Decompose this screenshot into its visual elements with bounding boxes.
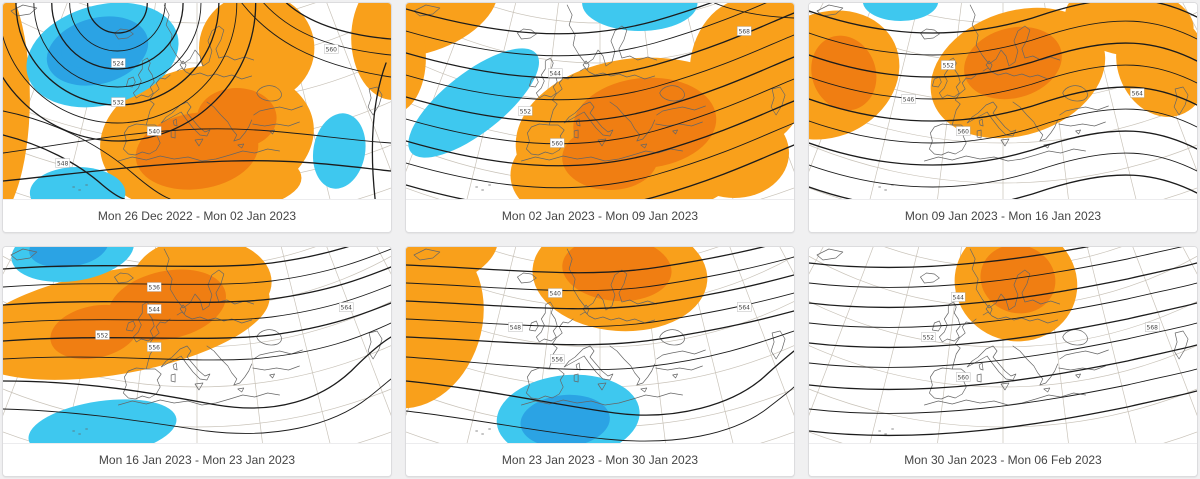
svg-text:556: 556 [552, 356, 564, 363]
weather-map-thumbnail[interactable]: 540 548 556 564 [406, 247, 794, 443]
svg-text:540: 540 [550, 290, 562, 297]
weather-map-thumbnail[interactable]: 536 544 552 556 564 [3, 247, 391, 443]
svg-text:552: 552 [97, 332, 109, 339]
svg-text:568: 568 [739, 28, 751, 35]
svg-text:556: 556 [149, 344, 161, 351]
forecast-card: 552 546 560 564 Mon 09 Jan 2023 - Mon 16 Ja… [808, 2, 1198, 233]
weather-map-svg: 536 544 552 556 564 [3, 247, 391, 443]
date-range-caption: Mon 30 Jan 2023 - Mon 06 Feb 2023 [809, 443, 1197, 476]
svg-text:536: 536 [149, 284, 161, 291]
weather-map-thumbnail[interactable]: 544 552 560 568 [406, 3, 794, 199]
svg-text:524: 524 [113, 60, 125, 67]
weather-map-thumbnail[interactable]: 544 552 560 568 [809, 247, 1197, 443]
svg-text:532: 532 [113, 99, 125, 106]
date-range-caption: Mon 23 Jan 2023 - Mon 30 Jan 2023 [406, 443, 794, 476]
forecast-card: 536 544 552 556 564 Mon 16 Jan 2023 - Mon 23… [2, 246, 392, 477]
weather-map-svg: 544 552 560 568 [809, 247, 1197, 443]
svg-text:544: 544 [149, 306, 161, 313]
weather-map-svg: 544 552 560 568 [406, 3, 794, 199]
forecast-card: 544 552 560 568 Mon 30 Jan 2023 - Mon 06 Fe… [808, 246, 1198, 477]
svg-text:560: 560 [958, 374, 970, 381]
svg-text:546: 546 [903, 96, 915, 103]
svg-text:560: 560 [326, 46, 338, 53]
svg-text:540: 540 [149, 128, 161, 135]
date-range-caption: Mon 09 Jan 2023 - Mon 16 Jan 2023 [809, 199, 1197, 232]
svg-text:568: 568 [1147, 324, 1159, 331]
svg-text:544: 544 [550, 70, 562, 77]
svg-text:548: 548 [57, 160, 69, 167]
svg-text:564: 564 [739, 304, 751, 311]
svg-text:552: 552 [943, 62, 955, 69]
svg-text:560: 560 [552, 140, 564, 147]
svg-text:564: 564 [1132, 90, 1144, 97]
weather-map-thumbnail[interactable]: 524 532 540 548 560 [3, 3, 391, 199]
weather-map-thumbnail[interactable]: 552 546 560 564 [809, 3, 1197, 199]
date-range-caption: Mon 16 Jan 2023 - Mon 23 Jan 2023 [3, 443, 391, 476]
svg-text:552: 552 [923, 334, 935, 341]
weather-map-svg: 540 548 556 564 [406, 247, 794, 443]
date-range-caption: Mon 26 Dec 2022 - Mon 02 Jan 2023 [3, 199, 391, 232]
forecast-card: 540 548 556 564 Mon 23 Jan 2023 - Mon 30 Ja… [405, 246, 795, 477]
forecast-card: 524 532 540 548 560 Mon 26 Dec 2022 - Mon 02… [2, 2, 392, 233]
svg-text:548: 548 [510, 324, 522, 331]
weather-map-svg: 552 546 560 564 [809, 3, 1197, 199]
forecast-card: 544 552 560 568 Mon 02 Jan 2023 - Mon 09 Ja… [405, 2, 795, 233]
date-range-caption: Mon 02 Jan 2023 - Mon 09 Jan 2023 [406, 199, 794, 232]
weather-map-svg: 524 532 540 548 560 [3, 3, 391, 199]
svg-text:564: 564 [341, 304, 353, 311]
svg-text:560: 560 [958, 128, 970, 135]
svg-text:552: 552 [520, 108, 532, 115]
svg-text:544: 544 [953, 294, 965, 301]
